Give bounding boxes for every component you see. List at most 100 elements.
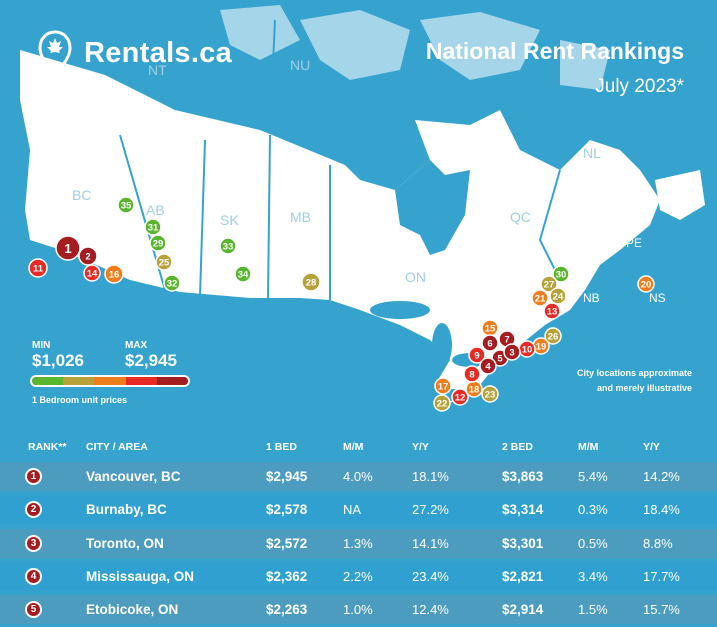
province-borders (119, 9, 561, 300)
city-marker-24[interactable]: 24 (549, 287, 567, 305)
city-marker-29[interactable]: 29 (149, 234, 167, 252)
arctic-islands (220, 5, 610, 90)
legend-swatch (94, 377, 126, 385)
one-bed-mm: 4.0% (343, 469, 373, 484)
table-row: 2 Burnaby, BC $2,578 NA 27.2% $3,314 0.3… (0, 495, 717, 524)
city-marker-label: 34 (238, 270, 249, 281)
city-marker-label: 18 (469, 385, 480, 396)
city-marker-19[interactable]: 19 (532, 337, 550, 355)
city-marker-34[interactable]: 34 (234, 265, 252, 283)
legend-color-scale (30, 375, 190, 387)
header-mm2: M/M (578, 441, 599, 453)
map-label-bc: BC (72, 187, 91, 203)
city-marker-label: 29 (153, 239, 164, 250)
city-marker-label: 20 (641, 280, 652, 291)
city-marker-label: 31 (148, 223, 159, 234)
rank-badge: 5 (25, 601, 42, 618)
city-marker-21[interactable]: 21 (531, 289, 549, 307)
city-marker-15[interactable]: 15 (481, 319, 499, 337)
city-marker-label: 5 (497, 354, 503, 365)
city-marker-2[interactable]: 2 (78, 246, 98, 266)
header-mm1: M/M (343, 441, 364, 453)
city-marker-label: 4 (485, 362, 491, 373)
city-marker-6[interactable]: 6 (481, 334, 499, 352)
one-bed-price: $2,263 (266, 602, 308, 617)
city-marker-label: 21 (535, 294, 546, 305)
city-marker-13[interactable]: 13 (543, 302, 561, 320)
legend-max: MAX $2,945 (125, 340, 177, 371)
city-marker-label: 32 (167, 279, 178, 290)
two-bed-mm: 5.4% (578, 469, 608, 484)
legend-swatch (32, 377, 64, 385)
city-name: Vancouver, BC (86, 469, 181, 484)
city-marker-label: 25 (159, 258, 170, 269)
legend-swatch (125, 377, 157, 385)
city-marker-3[interactable]: 3 (503, 343, 521, 361)
city-marker-20[interactable]: 20 (637, 275, 655, 293)
map-label-pe: PE (626, 236, 642, 250)
two-bed-yy: 17.7% (643, 569, 680, 584)
rank-badge: 3 (25, 535, 42, 552)
city-marker-label: 8 (469, 370, 474, 381)
city-marker-10[interactable]: 10 (518, 340, 536, 358)
city-marker-label: 14 (87, 269, 98, 280)
two-bed-yy: 14.2% (643, 469, 680, 484)
city-marker-label: 33 (223, 242, 234, 253)
city-marker-32[interactable]: 32 (163, 274, 181, 292)
city-marker-23[interactable]: 23 (481, 385, 499, 403)
two-bed-yy: 8.8% (643, 536, 673, 551)
one-bed-price: $2,578 (266, 502, 308, 517)
city-marker-9[interactable]: 9 (468, 346, 486, 364)
city-marker-label: 35 (121, 201, 132, 212)
hudson-bay (395, 160, 470, 255)
legend-swatch (156, 377, 188, 385)
canada-landmass (20, 50, 660, 405)
city-marker-33[interactable]: 33 (219, 237, 237, 255)
rank-badge: 1 (25, 468, 42, 485)
two-bed-mm: 3.4% (578, 569, 608, 584)
table-row: 4 Mississauga, ON $2,362 2.2% 23.4% $2,8… (0, 562, 717, 591)
city-marker-17[interactable]: 17 (434, 377, 452, 395)
city-marker-31[interactable]: 31 (144, 218, 162, 236)
table-header: RANK** CITY / AREA 1 BED M/M Y/Y 2 BED M… (0, 432, 717, 462)
two-bed-mm: 1.5% (578, 602, 608, 617)
map-label-ab: AB (146, 202, 165, 218)
brand-logo[interactable]: Rentals.ca (38, 30, 232, 76)
one-bed-yy: 27.2% (412, 502, 449, 517)
one-bed-mm: 1.3% (343, 536, 373, 551)
table-row: 1 Vancouver, BC $2,945 4.0% 18.1% $3,863… (0, 462, 717, 491)
city-marker-4[interactable]: 4 (479, 357, 497, 375)
one-bed-yy: 23.4% (412, 569, 449, 584)
two-bed-mm: 0.3% (578, 502, 608, 517)
city-marker-26[interactable]: 26 (544, 327, 562, 345)
city-marker-label: 2 (85, 252, 90, 263)
city-name: Mississauga, ON (86, 569, 195, 584)
city-marker-25[interactable]: 25 (155, 253, 173, 271)
legend-min-value: $1,026 (32, 351, 84, 370)
city-marker-label: 19 (536, 342, 547, 353)
one-bed-yy: 12.4% (412, 602, 449, 617)
city-marker-22[interactable]: 22 (433, 394, 451, 412)
city-marker-30[interactable]: 30 (552, 265, 570, 283)
one-bed-price: $2,572 (266, 536, 308, 551)
city-marker-8[interactable]: 8 (463, 365, 481, 383)
city-marker-35[interactable]: 35 (117, 196, 135, 214)
city-marker-1[interactable]: 1 (55, 235, 81, 261)
canada-map: BC AB SK MB ON QC NB NS PE NL NT NU 3534… (20, 5, 705, 412)
city-marker-28[interactable]: 28 (301, 272, 321, 292)
city-marker-12[interactable]: 12 (451, 388, 469, 406)
header-bed1: 1 BED (266, 441, 297, 453)
disclaimer-line-2: and merely illustrative (596, 383, 692, 393)
map-label-nt: NT (148, 62, 167, 78)
legend-min: MIN $1,026 (32, 340, 84, 371)
city-marker-11[interactable]: 11 (28, 258, 48, 278)
one-bed-mm: 1.0% (343, 602, 373, 617)
city-marker-27[interactable]: 27 (540, 275, 558, 293)
city-marker-14[interactable]: 14 (83, 264, 101, 282)
city-marker-16[interactable]: 16 (104, 264, 124, 284)
two-bed-price: $3,314 (502, 502, 544, 517)
maple-leaf-pin-icon (38, 30, 72, 76)
city-marker-label: 22 (437, 399, 448, 410)
header-yy1: Y/Y (412, 441, 429, 453)
